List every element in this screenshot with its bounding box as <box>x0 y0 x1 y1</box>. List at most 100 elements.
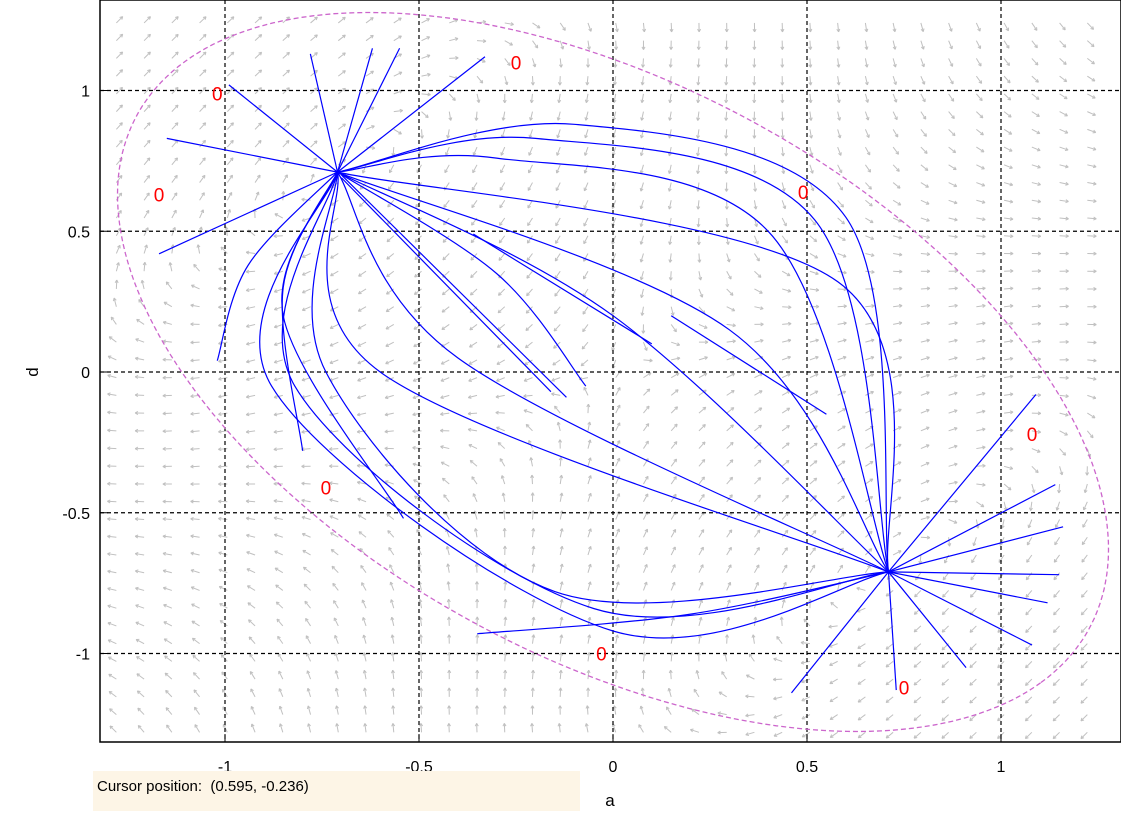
field-arrow <box>190 284 200 290</box>
field-arrow <box>892 532 902 538</box>
field-arrow <box>1053 590 1060 598</box>
field-arrow <box>440 461 450 467</box>
field-arrow <box>892 373 902 379</box>
field-arrow <box>941 696 949 704</box>
field-arrow <box>190 586 200 591</box>
field-arrow <box>388 164 395 174</box>
field-arrow <box>745 674 755 680</box>
field-arrow <box>363 687 367 697</box>
field-arrow <box>449 56 459 60</box>
field-arrow <box>254 157 262 166</box>
field-arrow <box>440 445 450 450</box>
field-arrow <box>837 338 847 343</box>
field-arrow <box>558 669 563 680</box>
field-arrow <box>801 678 811 684</box>
field-arrow <box>726 306 736 312</box>
field-arrow <box>885 678 894 686</box>
field-arrow <box>162 320 172 325</box>
field-arrow <box>1052 661 1060 669</box>
field-arrow <box>698 494 705 503</box>
field-arrow <box>107 374 117 379</box>
field-arrow <box>837 304 847 309</box>
field-arrow <box>248 619 256 627</box>
field-arrow <box>754 494 761 503</box>
field-arrow <box>190 429 200 434</box>
field-arrow <box>698 271 703 281</box>
field-arrow <box>218 286 228 291</box>
field-arrow <box>970 572 977 581</box>
field-arrow <box>192 672 200 680</box>
field-arrow <box>920 252 931 257</box>
field-arrow <box>718 691 727 698</box>
zero-contour-label: 0 <box>596 645 607 666</box>
field-arrow <box>559 581 564 591</box>
field-arrow <box>1059 357 1069 362</box>
field-arrow <box>781 442 790 449</box>
field-arrow <box>171 174 178 183</box>
field-arrow <box>245 306 256 311</box>
field-arrow <box>1025 607 1033 616</box>
field-arrow <box>1087 358 1097 363</box>
field-arrow <box>1087 128 1097 134</box>
field-arrow <box>948 182 958 188</box>
field-arrow <box>669 40 674 50</box>
trajectory <box>337 171 889 573</box>
field-arrow <box>218 585 228 591</box>
field-arrow <box>670 564 676 573</box>
field-arrow <box>163 301 173 308</box>
field-arrow <box>554 306 561 315</box>
field-arrow <box>168 262 173 272</box>
field-arrow <box>190 358 200 363</box>
field-arrow <box>1027 519 1033 529</box>
field-arrow <box>171 104 179 112</box>
field-arrow <box>504 40 514 46</box>
field-arrow <box>975 93 983 102</box>
field-arrow <box>801 731 811 738</box>
field-arrow <box>248 636 256 644</box>
field-arrow <box>190 303 200 308</box>
field-arrow <box>273 341 283 347</box>
field-arrow <box>1086 40 1095 48</box>
field-arrow <box>726 253 731 263</box>
field-arrow <box>333 617 339 627</box>
field-arrow <box>523 394 533 398</box>
field-arrow <box>275 584 284 591</box>
field-arrow <box>162 411 172 416</box>
field-arrow <box>135 586 145 591</box>
field-arrow <box>809 512 817 520</box>
field-arrow <box>303 583 311 591</box>
field-arrow <box>1024 696 1033 704</box>
field-arrow <box>164 672 173 680</box>
field-arrow <box>808 22 813 33</box>
field-arrow <box>498 235 506 244</box>
field-arrow <box>920 497 930 503</box>
zero-contour-label: 0 <box>154 186 165 207</box>
field-arrow <box>199 122 207 130</box>
field-arrow <box>976 286 986 291</box>
field-arrow <box>495 410 505 415</box>
field-arrow <box>469 324 478 331</box>
field-arrow <box>421 72 431 77</box>
field-arrow <box>447 705 452 715</box>
field-arrow <box>135 621 145 627</box>
field-arrow <box>698 564 704 573</box>
field-arrow <box>305 617 311 627</box>
field-arrow <box>162 393 172 398</box>
field-arrow <box>440 394 450 400</box>
field-arrow <box>670 493 677 503</box>
field-arrow <box>497 288 506 296</box>
field-arrow <box>525 306 533 314</box>
field-arrow <box>1003 483 1012 491</box>
field-arrow <box>948 409 958 414</box>
field-arrow <box>753 235 759 245</box>
field-arrow <box>446 598 451 609</box>
field-arrow <box>913 731 922 739</box>
field-arrow <box>357 514 367 520</box>
field-arrow <box>837 217 845 225</box>
field-arrow <box>976 111 984 119</box>
field-arrow <box>108 673 117 680</box>
vector-field <box>107 16 1097 740</box>
field-arrow <box>559 634 564 644</box>
field-arrow <box>1087 376 1097 381</box>
